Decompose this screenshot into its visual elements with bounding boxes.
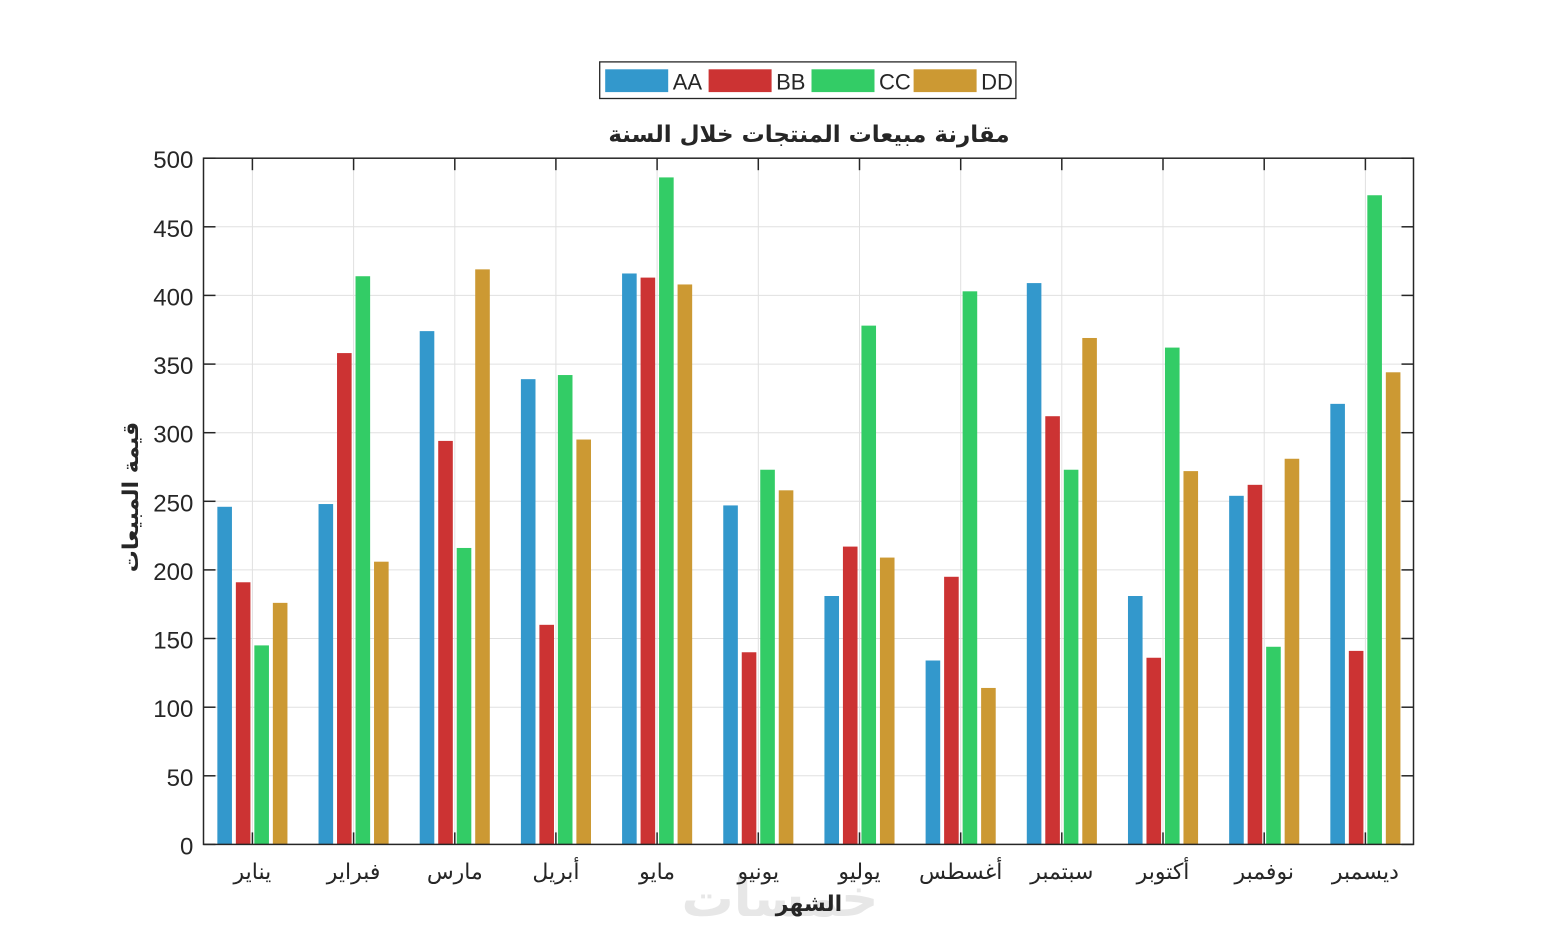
svg-text:450: 450 (153, 216, 193, 243)
svg-text:أبريل: أبريل (532, 857, 579, 885)
svg-text:نوفمبر: نوفمبر (1233, 860, 1294, 885)
svg-text:0: 0 (180, 833, 193, 860)
svg-text:يونيو: يونيو (736, 860, 779, 885)
svg-text:AA: AA (673, 70, 703, 95)
svg-text:مايو: مايو (638, 860, 675, 885)
svg-text:يوليو: يوليو (837, 860, 880, 885)
svg-text:100: 100 (153, 696, 193, 723)
svg-text:250: 250 (153, 490, 193, 517)
svg-text:500: 500 (153, 147, 193, 174)
svg-text:الشهر: الشهر (775, 892, 842, 917)
svg-text:150: 150 (153, 628, 193, 655)
svg-text:سبتمبر: سبتمبر (1029, 860, 1093, 885)
svg-text:أغسطس: أغسطس (919, 857, 1002, 885)
svg-text:CC: CC (879, 70, 911, 95)
svg-text:DD: DD (981, 70, 1013, 95)
svg-text:فبراير: فبراير (326, 860, 381, 885)
svg-text:خمسات: خمسات (681, 869, 878, 929)
svg-text:قيمة المبيعات: قيمة المبيعات (119, 422, 144, 572)
svg-text:400: 400 (153, 284, 193, 311)
svg-text:50: 50 (167, 765, 194, 792)
svg-text:ديسمبر: ديسمبر (1331, 860, 1399, 885)
svg-text:BB: BB (776, 70, 805, 95)
svg-text:200: 200 (153, 559, 193, 586)
svg-text:350: 350 (153, 353, 193, 380)
svg-text:مقارنة مبيعات المنتجات خلال ال: مقارنة مبيعات المنتجات خلال السنة (608, 122, 1009, 148)
svg-text:أكتوبر: أكتوبر (1136, 857, 1190, 885)
svg-text:يناير: يناير (233, 860, 272, 885)
svg-text:300: 300 (153, 422, 193, 449)
svg-text:مارس: مارس (427, 860, 483, 885)
